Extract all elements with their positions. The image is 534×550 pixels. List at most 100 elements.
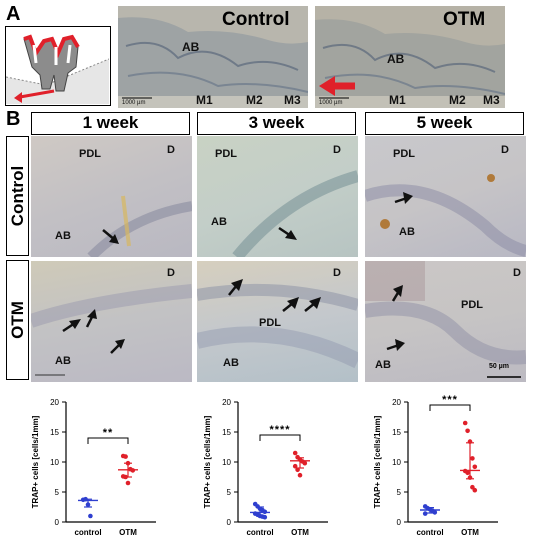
o5-ab-label: AB xyxy=(375,359,391,371)
o1-d-label: D xyxy=(167,267,175,279)
data-point xyxy=(472,464,478,470)
x-tick-label: control xyxy=(246,528,273,537)
o3-d-label: D xyxy=(333,267,341,279)
data-point xyxy=(472,487,478,493)
y-tick-label: 10 xyxy=(50,458,59,467)
y-axis-label: TRAP+ cells [cells/1mm] xyxy=(31,415,40,508)
data-point xyxy=(302,460,308,466)
otm-molar-label-m3: M3 xyxy=(483,93,500,107)
data-point xyxy=(123,454,128,459)
y-tick-label: 15 xyxy=(222,428,231,437)
data-point xyxy=(467,439,473,444)
data-point xyxy=(297,472,303,478)
column-header-1-week: 1 week xyxy=(31,112,190,135)
molar-label-m2: M2 xyxy=(246,93,263,107)
otm-molar-label-m2: M2 xyxy=(449,93,466,107)
y-tick-label: 20 xyxy=(222,398,231,407)
column-header-5-week: 5 week xyxy=(365,112,524,135)
significance-bracket xyxy=(87,437,129,444)
y-tick-label: 0 xyxy=(227,518,232,527)
chart-1-week: 0 5 10 15 20 TRAP+ cells [cells/1mm] control OT… xyxy=(31,398,156,537)
data-point xyxy=(292,450,298,456)
o5-pdl-label: PDL xyxy=(461,299,483,311)
data-point xyxy=(125,480,131,486)
x-tick-label: control xyxy=(416,528,443,537)
micrograph-otm-5-week: D PDL AB 50 µm xyxy=(365,261,526,382)
c5-d-label: D xyxy=(501,144,509,156)
x-tick-label: OTM xyxy=(291,528,309,537)
significance-bracket xyxy=(429,404,471,411)
force-arrow xyxy=(19,89,55,99)
y-tick-label: 15 xyxy=(50,428,59,437)
micrograph-otm-1-week: D AB xyxy=(31,261,192,382)
panel-b-letter: B xyxy=(6,108,21,130)
c3-ab-label: AB xyxy=(211,216,227,228)
o3-ab-label: AB xyxy=(223,357,239,369)
overview-scale-label: 1000 µm xyxy=(122,100,146,106)
y-tick-label: 5 xyxy=(397,488,402,497)
row-label-control-text: Control xyxy=(7,165,27,227)
data-point xyxy=(125,460,131,466)
data-point xyxy=(83,496,88,502)
chart-3-week: 0 5 10 15 20 TRAP+ cells [cells/1mm] control OT… xyxy=(203,398,328,537)
control-overview-image: Control AB 1000 µm M1 M2 M3 xyxy=(118,6,308,108)
data-point xyxy=(123,474,128,480)
data-point xyxy=(462,420,468,426)
y-tick-label: 5 xyxy=(227,488,232,497)
y-tick-label: 0 xyxy=(397,518,402,527)
row-label-otm: OTM xyxy=(6,260,29,380)
molar-label-m3: M3 xyxy=(284,93,301,107)
otm-overview-image: OTM AB 1000 µm M1 M2 M3 xyxy=(315,6,505,108)
c3-pdl-label: PDL xyxy=(215,148,237,160)
o5-d-label: D xyxy=(513,267,521,279)
chart-5-week: 0 5 10 15 20 TRAP+ cells [cells/1mm] control OT… xyxy=(373,394,498,537)
row-label-otm-text: OTM xyxy=(7,301,27,339)
data-point xyxy=(465,470,470,476)
data-point xyxy=(88,513,93,519)
c1-pdl-label: PDL xyxy=(79,148,101,160)
data-point xyxy=(465,428,470,434)
y-tick-label: 15 xyxy=(392,428,401,437)
row-label-control: Control xyxy=(6,136,29,256)
data-point xyxy=(295,467,300,473)
column-header-3-week: 3 week xyxy=(197,112,356,135)
micrograph-control-5-week: PDL D AB xyxy=(365,136,526,257)
panel-a-letter: A xyxy=(6,3,21,25)
o3-pdl-label: PDL xyxy=(259,317,281,329)
c5-ab-label: AB xyxy=(399,226,415,238)
data-point xyxy=(470,456,475,461)
y-axis-label: TRAP+ cells [cells/1mm] xyxy=(373,415,382,508)
tooth-schematic xyxy=(5,26,111,106)
c1-d-label: D xyxy=(167,144,175,156)
significance-label: ** xyxy=(103,427,114,439)
molar-label-m1: M1 xyxy=(196,93,213,107)
data-point xyxy=(85,502,91,507)
data-point xyxy=(432,510,438,515)
micrograph-otm-3-week: D PDL AB xyxy=(197,261,358,382)
otm-molar-label-m1: M1 xyxy=(389,93,406,107)
data-point xyxy=(262,509,268,515)
data-point xyxy=(422,511,428,516)
otm-overview-scale-label: 1000 µm xyxy=(319,100,343,106)
micrograph-control-1-week: PDL D AB xyxy=(31,136,192,257)
y-tick-label: 10 xyxy=(222,458,231,467)
c1-ab-label: AB xyxy=(55,230,71,242)
c5-pdl-label: PDL xyxy=(393,148,415,160)
significance-label: *** xyxy=(442,394,458,406)
otm-overview-ab-label: AB xyxy=(387,52,405,66)
overview-ab-label: AB xyxy=(182,40,200,54)
otm-title: OTM xyxy=(443,9,486,30)
control-title: Control xyxy=(222,9,290,30)
data-point xyxy=(467,475,473,480)
y-tick-label: 0 xyxy=(55,518,60,527)
significance-bracket xyxy=(259,434,301,441)
y-tick-label: 20 xyxy=(392,398,401,407)
data-point xyxy=(130,468,136,473)
x-tick-label: control xyxy=(74,528,101,537)
y-tick-label: 20 xyxy=(50,398,59,407)
c3-d-label: D xyxy=(333,144,341,156)
micrograph-control-3-week: PDL D AB xyxy=(197,136,358,257)
x-tick-label: OTM xyxy=(461,528,479,537)
y-tick-label: 10 xyxy=(392,458,401,467)
y-axis-label: TRAP+ cells [cells/1mm] xyxy=(203,415,212,508)
